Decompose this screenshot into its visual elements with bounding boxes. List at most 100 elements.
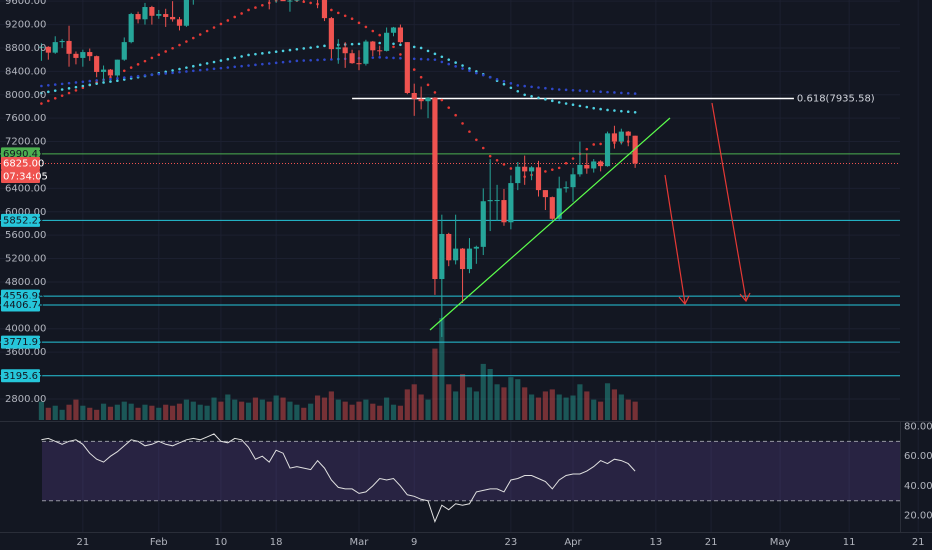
y-tick-label: 4000.00 <box>5 324 46 335</box>
ma-dot <box>454 113 457 117</box>
volume-bar <box>156 407 162 420</box>
volume-bar <box>38 401 45 420</box>
candle-body <box>418 98 424 102</box>
ma-dot <box>212 60 216 64</box>
ma-dot <box>240 55 243 58</box>
volume-bar <box>308 403 314 420</box>
ma-dot <box>330 58 333 61</box>
level-label-box <box>1 298 40 312</box>
y-tick-label: 3600.00 <box>5 347 46 358</box>
arrow-head <box>739 292 751 303</box>
rsi-tick-label: 20.00 <box>904 511 932 522</box>
volume-bar <box>439 318 445 420</box>
ma-dot <box>288 60 292 63</box>
volume-bar <box>245 402 252 420</box>
candle-body <box>121 42 127 60</box>
volume-bar <box>342 401 348 420</box>
rsi-pane <box>41 433 900 524</box>
ma-dot <box>316 58 319 62</box>
ma-dot <box>88 79 92 83</box>
ma-dot <box>544 170 547 173</box>
candle-body <box>404 42 410 94</box>
ma-dot <box>633 111 637 114</box>
ma-dot <box>378 33 382 37</box>
candle-body <box>176 19 183 26</box>
volume-bar <box>349 404 355 420</box>
ma-dot <box>481 73 485 77</box>
rsi-tick-label: 80.00 <box>904 421 932 432</box>
ma-dot <box>150 73 154 77</box>
y-tick-label: 7600.00 <box>5 113 46 124</box>
volume-bar <box>363 399 369 420</box>
ma-dot <box>468 130 471 133</box>
ma-dot <box>357 42 361 46</box>
ma-dot <box>330 8 333 12</box>
candle-body <box>163 14 169 17</box>
volume-bar <box>508 377 514 420</box>
ma-dot <box>281 60 285 64</box>
candle-body <box>446 233 452 261</box>
ma-dot <box>150 56 154 60</box>
volume-bar <box>204 405 210 420</box>
ma-dot <box>550 99 554 103</box>
x-tick-label: 9 <box>411 537 417 548</box>
ma-dot <box>316 45 319 49</box>
ma-dot <box>226 57 230 61</box>
volume-bar <box>149 405 155 420</box>
ma-dot <box>198 63 202 67</box>
ma-dot <box>205 29 209 33</box>
price-label-box <box>1 156 40 170</box>
ma-dot <box>550 87 554 91</box>
volume-bar <box>335 399 341 420</box>
ma-dot <box>185 70 188 73</box>
candle-body <box>349 53 355 64</box>
ma-dot <box>350 42 354 46</box>
ma-dot <box>47 83 50 87</box>
ma-dot <box>440 98 444 102</box>
ma-dot <box>571 157 575 160</box>
volume-bar <box>425 399 431 420</box>
rsi-tick-label: 60.00 <box>904 451 932 462</box>
volume-bar <box>87 407 93 420</box>
volume-bar <box>411 384 417 420</box>
volume-bar <box>577 384 583 420</box>
ma-dot <box>433 58 437 61</box>
ma-dot <box>399 56 402 60</box>
ma-dot <box>502 80 506 83</box>
ma-dot <box>557 166 561 170</box>
volume-bar <box>535 397 542 420</box>
candle-body <box>45 46 51 53</box>
ma-dot <box>440 60 444 64</box>
volume-bar <box>45 407 51 420</box>
ma-dot <box>447 58 451 61</box>
volume-bar <box>453 391 459 420</box>
ma-dot <box>67 81 71 85</box>
y-tick-label: 8000.00 <box>5 90 46 101</box>
candle-body <box>598 161 604 167</box>
y-tick-label: 8800.00 <box>5 43 46 54</box>
price-label: 6825.00 <box>3 158 44 169</box>
ma-dot <box>60 82 64 86</box>
volume-bar <box>377 405 383 420</box>
ma-dot <box>233 15 237 19</box>
y-tick-label: 8400.00 <box>5 66 46 77</box>
ma-dot <box>88 83 92 87</box>
ma-dot <box>502 163 506 166</box>
ma-dot <box>599 90 602 94</box>
volume-bar <box>183 399 189 420</box>
candle-body <box>287 0 293 2</box>
ma-dot <box>626 91 630 95</box>
candle-body <box>508 183 514 223</box>
volume-bar <box>280 397 286 420</box>
ma-dot <box>509 167 513 170</box>
candle-body <box>459 248 466 270</box>
grid <box>0 0 919 532</box>
volume-bar <box>135 407 141 420</box>
y-tick-label: 2800.00 <box>5 394 46 405</box>
volume-bar <box>390 404 397 420</box>
volume-bar <box>487 369 493 420</box>
ma-dot <box>247 53 250 57</box>
candle-body <box>321 0 328 19</box>
candle-body <box>170 16 176 20</box>
